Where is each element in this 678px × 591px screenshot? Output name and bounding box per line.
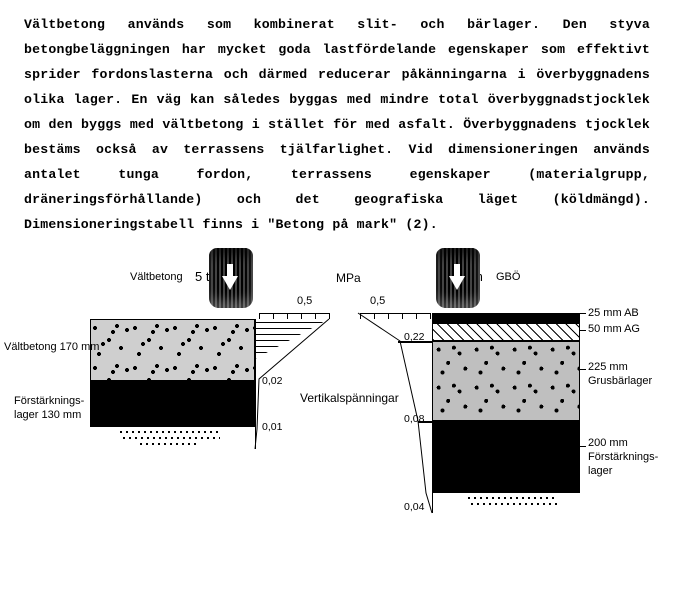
scale-label-right: 0,5	[370, 295, 385, 307]
roller-right	[436, 248, 480, 308]
roller-left	[209, 248, 253, 308]
body-paragraph: Vältbetong används som kombinerat slit- …	[0, 0, 678, 241]
label-right-layer4c: lager	[588, 465, 612, 477]
label-right-val1: 0,22	[404, 331, 424, 343]
left-subgrade-b	[120, 437, 220, 439]
label-left-layer2a: Förstärknings-	[14, 395, 84, 407]
right-layer-ab	[432, 313, 580, 323]
left-subgrade-a	[120, 431, 220, 433]
right-layer-ag	[432, 323, 580, 341]
left-subgrade-c	[140, 443, 200, 445]
scale-label-left: 0,5	[297, 295, 312, 307]
label-unit: MPa	[336, 271, 361, 285]
label-left-name: Vältbetong	[130, 271, 183, 283]
leader-2	[580, 330, 586, 331]
leader-1	[580, 313, 586, 314]
label-left-layer2b: lager 130 mm	[14, 409, 81, 421]
left-layer-valtbetong	[90, 319, 255, 381]
right-layer-grus	[432, 341, 580, 421]
leader-3	[580, 369, 586, 370]
leader-4	[580, 446, 586, 447]
label-right-name: GBÖ	[496, 271, 520, 283]
label-right-layer3b: Grusbärlager	[588, 375, 652, 387]
label-right-layer1: 25 mm AB	[588, 307, 639, 319]
label-left-val1: 0,02	[262, 375, 282, 387]
label-right-val2: 0,08	[404, 413, 424, 425]
label-left-val2: 0,01	[262, 421, 282, 433]
label-right-layer4a: 200 mm	[588, 437, 628, 449]
left-stress-triangle	[255, 319, 329, 379]
diagram: Vältbetong 5 ton MPa 5 ton GBÖ 0,5 0,5 V…	[0, 241, 678, 541]
label-right-layer2: 50 mm AG	[588, 323, 640, 335]
label-right-val3: 0,04	[404, 501, 424, 513]
right-subgrade-a	[468, 497, 558, 499]
label-right-layer3a: 225 mm	[588, 361, 628, 373]
label-left-layer1: Vältbetong 170 mm	[4, 341, 99, 353]
right-layer-forstark	[432, 421, 580, 493]
right-subgrade-b	[468, 503, 558, 505]
label-right-layer4b: Förstärknings-	[588, 451, 658, 463]
left-layer-forstark	[90, 381, 255, 427]
